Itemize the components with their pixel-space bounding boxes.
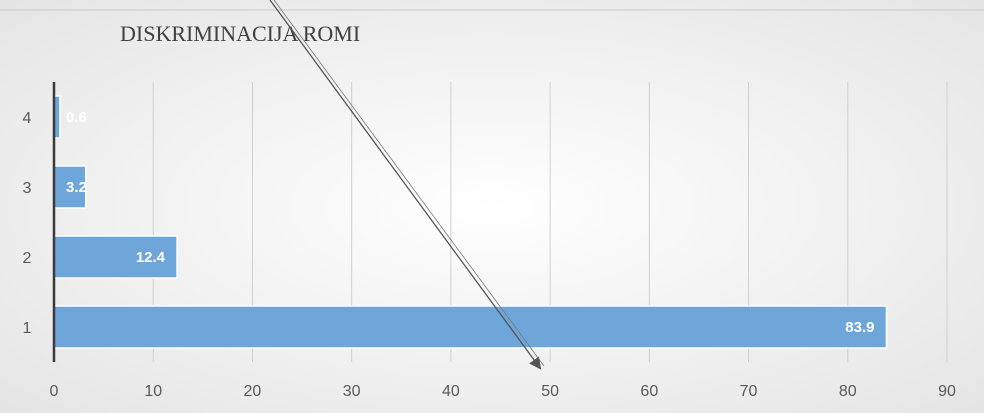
x-tick-label: 70 xyxy=(740,383,758,400)
x-tick-label: 90 xyxy=(938,383,956,400)
x-axis-tick-labels: 0 10 20 30 40 50 60 70 80 90 xyxy=(50,383,956,400)
x-tick-label: 80 xyxy=(839,383,857,400)
y-category-label: 3 xyxy=(23,180,32,197)
annotation-arrow xyxy=(269,0,542,370)
y-category-label: 2 xyxy=(23,250,32,267)
y-axis-category-labels: 1 2 3 4 xyxy=(23,110,32,337)
x-tick-label: 50 xyxy=(541,383,559,400)
y-category-label: 1 xyxy=(23,320,32,337)
data-label: 83.9 xyxy=(845,319,874,336)
data-label: 12.4 xyxy=(136,249,166,266)
y-category-label: 4 xyxy=(23,110,32,127)
x-tick-label: 30 xyxy=(343,383,361,400)
data-label: 3.2 xyxy=(66,179,87,196)
data-label: 0.6 xyxy=(66,109,87,126)
x-tick-label: 60 xyxy=(640,383,658,400)
x-tick-label: 0 xyxy=(50,383,59,400)
x-tick-label: 10 xyxy=(144,383,162,400)
bars xyxy=(53,95,888,349)
x-tick-label: 20 xyxy=(244,383,262,400)
gridlines xyxy=(152,82,948,362)
bar-1 xyxy=(53,305,888,349)
x-tick-label: 40 xyxy=(442,383,460,400)
annotation-arrow-shadow xyxy=(273,0,545,367)
chart-title: DISKRIMINACIJA ROMI xyxy=(120,21,360,46)
data-labels: 83.9 12.4 3.2 0.6 xyxy=(66,109,874,336)
